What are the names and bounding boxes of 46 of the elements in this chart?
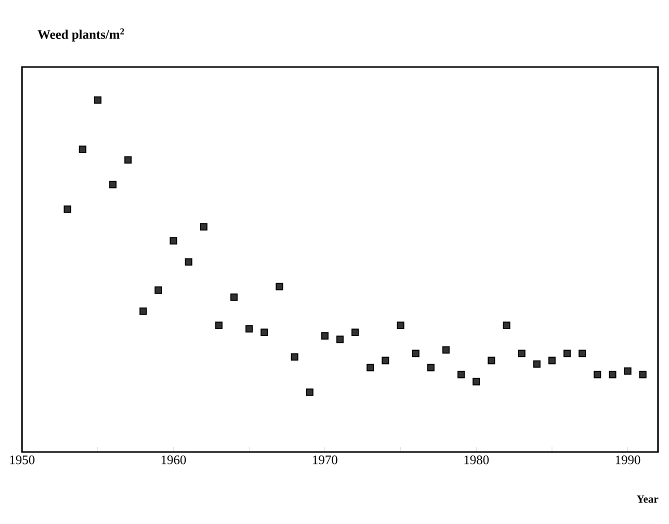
point (472, 378, 480, 386)
point (412, 350, 420, 358)
x-axis-title: Year (636, 496, 658, 503)
point (578, 350, 586, 358)
point (321, 332, 329, 340)
point (502, 322, 510, 330)
y-axis-title: Weed plants/m$^{2}$ (38, 28, 124, 42)
point (64, 205, 72, 213)
point (109, 180, 117, 188)
point (442, 346, 450, 354)
point (276, 282, 284, 290)
point (154, 286, 162, 294)
x-tick-label: 1960 (162, 456, 186, 464)
point (396, 322, 404, 330)
point (230, 293, 238, 301)
point (382, 356, 390, 364)
point (215, 322, 223, 330)
point (624, 367, 632, 375)
point (139, 308, 147, 315)
point (427, 364, 435, 372)
point (563, 350, 571, 358)
point (124, 156, 132, 164)
x-tick-label: 1950 (10, 456, 34, 464)
point (260, 328, 268, 336)
x-tick-label: 1970 (313, 456, 338, 464)
point (336, 336, 344, 344)
point (351, 328, 359, 336)
point (94, 96, 102, 104)
point (533, 360, 541, 368)
point (245, 325, 253, 333)
point (488, 356, 496, 364)
point (170, 237, 178, 245)
x-tick-label: 1980 (464, 456, 489, 464)
point (548, 356, 556, 364)
point (366, 364, 374, 372)
point (78, 146, 86, 154)
point (200, 223, 208, 230)
x-tick-label: 1990 (616, 456, 640, 464)
point (594, 370, 602, 378)
point (639, 370, 647, 378)
point (518, 350, 526, 358)
point (306, 388, 314, 396)
point (608, 370, 616, 378)
point (290, 353, 298, 361)
point (184, 258, 192, 266)
point (457, 370, 465, 378)
